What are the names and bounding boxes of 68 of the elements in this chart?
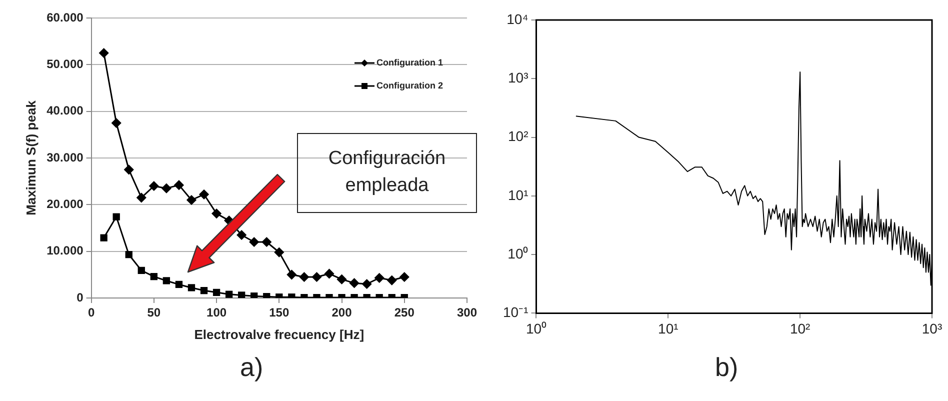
x-tick-label: 50	[147, 306, 161, 320]
point	[274, 248, 284, 258]
point	[262, 237, 272, 247]
point	[249, 237, 259, 247]
point	[212, 288, 220, 296]
point	[225, 290, 233, 298]
point	[150, 272, 158, 280]
point	[162, 277, 170, 284]
y-axis-title: Maximun S(f) peak	[23, 100, 38, 216]
text: b)	[715, 352, 738, 383]
y-tick-label: 30.000	[46, 150, 84, 164]
point	[125, 251, 132, 258]
point	[138, 266, 145, 274]
point	[162, 184, 172, 194]
point	[362, 279, 372, 289]
x-tick-label: 200	[332, 306, 352, 320]
x-tick-label: 150	[269, 306, 290, 320]
y-tick-label: 20.000	[46, 196, 84, 211]
point	[250, 292, 258, 298]
point	[112, 118, 122, 128]
x-tick-label: 300	[456, 306, 478, 320]
y-tick-label: 10¹	[508, 186, 529, 203]
x-tick-label: 10¹	[658, 320, 679, 336]
point	[174, 180, 184, 190]
y-tick-label: 10.000	[46, 244, 84, 258]
y-tick-label: 10⁻¹	[503, 304, 529, 320]
point	[387, 276, 397, 286]
point	[99, 48, 109, 58]
point	[286, 270, 296, 280]
point	[299, 272, 309, 282]
x-axis-title: Electrovalve frecuency [Hz]	[194, 326, 364, 342]
y-tick-label: 40.000	[46, 104, 84, 118]
point	[188, 284, 196, 292]
y-tick-label: 60.000	[46, 10, 84, 24]
point	[149, 181, 159, 191]
point	[136, 192, 146, 202]
point	[337, 274, 347, 284]
point	[312, 272, 322, 282]
y-tick-label: 10⁴	[506, 10, 528, 27]
point	[112, 213, 120, 220]
point	[212, 208, 222, 218]
point	[236, 230, 246, 240]
point	[199, 190, 209, 200]
x-tick-label: 0	[88, 306, 95, 320]
point	[186, 195, 196, 205]
y-tick-label: 10⁰	[508, 245, 528, 262]
y-tick-label: 0	[76, 290, 84, 304]
point	[175, 280, 183, 288]
annotation: Configuración empleada	[297, 133, 477, 213]
point	[324, 268, 334, 278]
legend-label: Configuration 2	[376, 80, 443, 90]
point	[200, 286, 208, 294]
point	[374, 273, 384, 283]
point	[350, 278, 360, 288]
x-tick-label: 10⁰	[526, 320, 547, 336]
y-tick-label: 10²	[508, 128, 529, 144]
y-tick-label: 50.000	[46, 56, 84, 71]
point	[238, 292, 246, 298]
text: a)	[240, 352, 264, 383]
x-tick-label: 10³	[922, 320, 942, 336]
y-tick-label: 10³	[508, 70, 529, 86]
x-tick-label: 100	[206, 306, 227, 320]
point	[124, 164, 134, 174]
point	[400, 272, 410, 282]
point	[100, 234, 108, 242]
x-tick-label: 10²	[790, 320, 811, 336]
x-tick-label: 250	[394, 306, 415, 320]
legend-label: Configuration 1	[376, 57, 443, 68]
